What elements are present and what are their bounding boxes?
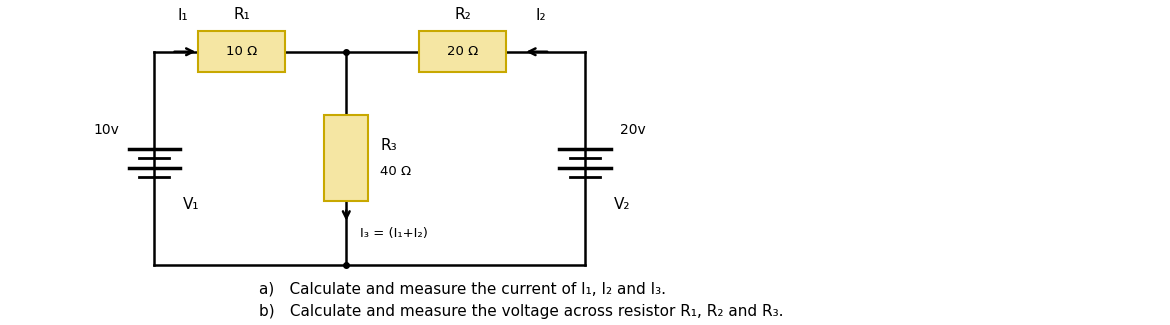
Text: R₁: R₁ — [233, 6, 250, 21]
Text: R₂: R₂ — [454, 6, 472, 21]
Text: V₁: V₁ — [184, 197, 200, 212]
Text: 10 Ω: 10 Ω — [226, 45, 257, 58]
Text: 40 Ω: 40 Ω — [380, 165, 411, 178]
Bar — [324, 115, 369, 201]
Text: I₃ = (I₁+I₂): I₃ = (I₁+I₂) — [360, 227, 428, 240]
Text: I₁: I₁ — [178, 8, 188, 23]
Text: 10v: 10v — [94, 123, 119, 137]
Text: a) Calculate and measure the current of I₁, I₂ and I₃.: a) Calculate and measure the current of … — [259, 282, 666, 297]
Bar — [419, 31, 507, 72]
Text: V₂: V₂ — [614, 197, 631, 212]
Text: I₂: I₂ — [536, 8, 546, 23]
Text: b) Calculate and measure the voltage across resistor R₁, R₂ and R₃.: b) Calculate and measure the voltage acr… — [259, 304, 784, 319]
Text: 20 Ω: 20 Ω — [447, 45, 479, 58]
Text: 20v: 20v — [620, 123, 646, 137]
Bar — [198, 31, 285, 72]
Text: R₃: R₃ — [380, 138, 397, 153]
